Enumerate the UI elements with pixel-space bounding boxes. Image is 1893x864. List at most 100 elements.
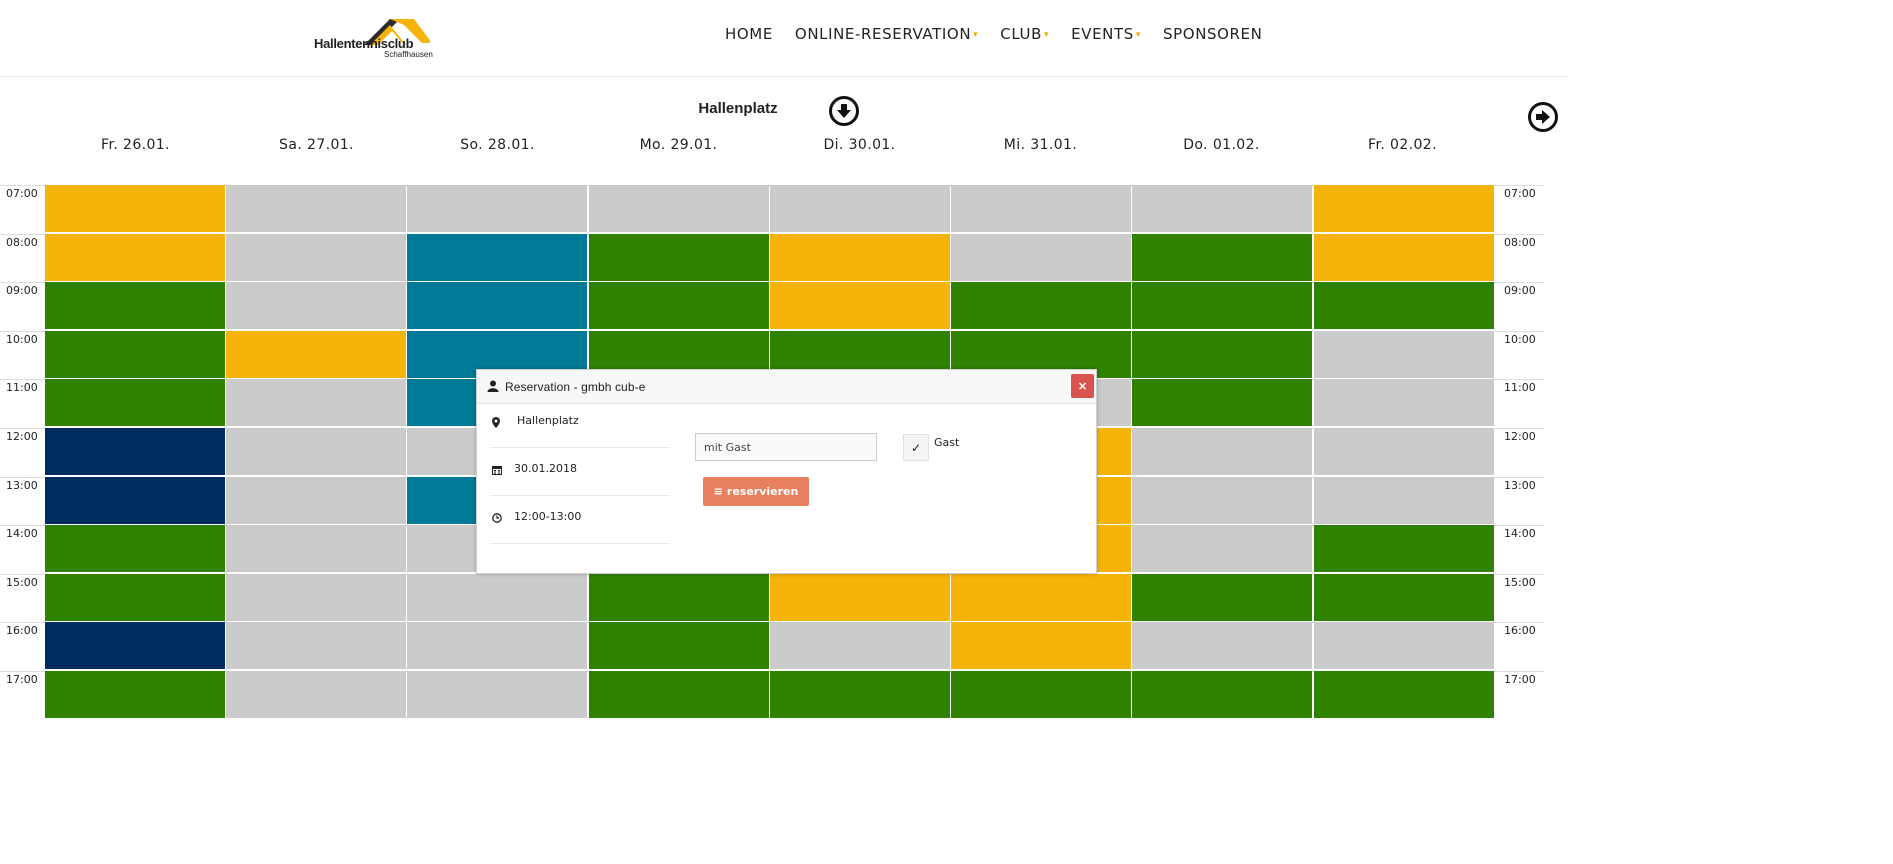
booked-slot[interactable]	[1132, 330, 1312, 378]
close-button[interactable]: ×	[1071, 374, 1094, 398]
booked-slot[interactable]	[1314, 573, 1494, 621]
day-header: Fr. 26.01.	[101, 137, 170, 153]
free-slot[interactable]	[226, 379, 406, 427]
booked-slot[interactable]	[1314, 185, 1494, 232]
free-slot[interactable]	[1314, 476, 1494, 524]
free-slot[interactable]	[770, 185, 950, 232]
booked-slot[interactable]	[589, 622, 769, 670]
time-value: 12:00-13:00	[514, 510, 582, 523]
free-slot[interactable]	[407, 622, 587, 670]
booked-slot[interactable]	[951, 573, 1131, 621]
booked-slot[interactable]	[407, 233, 587, 281]
club-logo[interactable]: Hallentennisclub Schaffhausen	[312, 14, 442, 60]
guest-input[interactable]	[695, 433, 877, 461]
free-slot[interactable]	[1132, 525, 1312, 573]
booked-slot[interactable]	[407, 282, 587, 330]
free-slot[interactable]	[226, 671, 406, 718]
reserve-button[interactable]: ≡ reservieren	[703, 477, 809, 506]
booked-slot[interactable]	[45, 671, 225, 718]
free-slot[interactable]	[951, 185, 1131, 232]
arrow-down-circle-icon[interactable]	[829, 96, 859, 126]
nav-club[interactable]: CLUB ▾	[1000, 25, 1050, 43]
free-slot[interactable]	[226, 233, 406, 281]
free-slot[interactable]	[226, 282, 406, 330]
free-slot[interactable]	[1314, 330, 1494, 378]
booked-slot[interactable]	[45, 573, 225, 621]
free-slot[interactable]	[770, 622, 950, 670]
time-label-right: 10:00	[1504, 332, 1536, 346]
free-slot[interactable]	[1132, 428, 1312, 475]
time-row: 16:00 16:00	[0, 622, 1568, 671]
booked-slot[interactable]	[589, 233, 769, 281]
free-slot[interactable]	[226, 573, 406, 621]
booked-slot[interactable]	[1132, 379, 1312, 427]
booked-slot[interactable]	[45, 379, 225, 427]
reservation-modal: Reservation - gmbh cub-e × Hallenplatz 3…	[476, 369, 1097, 574]
booked-slot[interactable]	[1314, 233, 1494, 281]
booked-slot[interactable]	[770, 671, 950, 718]
booked-slot[interactable]	[1132, 573, 1312, 621]
free-slot[interactable]	[226, 622, 406, 670]
time-label-left: 09:00	[6, 284, 38, 298]
booked-slot[interactable]	[770, 573, 950, 621]
free-slot[interactable]	[226, 525, 406, 573]
time-label-right: 13:00	[1504, 478, 1536, 492]
booked-slot[interactable]	[45, 525, 225, 573]
booked-slot[interactable]	[45, 282, 225, 330]
free-slot[interactable]	[407, 671, 587, 718]
booked-slot[interactable]	[951, 622, 1131, 670]
booked-slot[interactable]	[1314, 671, 1494, 718]
free-slot[interactable]	[1132, 185, 1312, 232]
free-slot[interactable]	[1314, 379, 1494, 427]
free-slot[interactable]	[1314, 428, 1494, 475]
free-slot[interactable]	[951, 233, 1131, 281]
booked-slot[interactable]	[1132, 671, 1312, 718]
free-slot[interactable]	[407, 185, 587, 232]
nav-home[interactable]: HOME	[725, 25, 773, 43]
booked-slot[interactable]	[45, 622, 225, 670]
booked-slot[interactable]	[589, 573, 769, 621]
time-row: 09:00 09:00	[0, 282, 1568, 331]
checkmark-icon: ✓	[910, 441, 922, 455]
booked-slot[interactable]	[45, 476, 225, 524]
time-label-right: 16:00	[1504, 624, 1536, 638]
court-title: Hallenplatz	[698, 100, 778, 117]
time-row: 07:00 07:00	[0, 185, 1568, 234]
booked-slot[interactable]	[45, 428, 225, 475]
booked-slot[interactable]	[45, 233, 225, 281]
brand-city: Schaffhausen	[384, 50, 433, 59]
time-label-left: 10:00	[6, 332, 38, 346]
booked-slot[interactable]	[770, 233, 950, 281]
booked-slot[interactable]	[589, 671, 769, 718]
time-label-right: 08:00	[1504, 235, 1536, 249]
booked-slot[interactable]	[951, 282, 1131, 330]
booked-slot[interactable]	[226, 330, 406, 378]
booked-slot[interactable]	[1132, 233, 1312, 281]
free-slot[interactable]	[1314, 622, 1494, 670]
arrow-right-circle-icon[interactable]	[1528, 102, 1558, 132]
booked-slot[interactable]	[1132, 282, 1312, 330]
booked-slot[interactable]	[1314, 282, 1494, 330]
chevron-down-icon: ▾	[973, 29, 979, 40]
booked-slot[interactable]	[951, 671, 1131, 718]
free-slot[interactable]	[1132, 622, 1312, 670]
booked-slot[interactable]	[589, 282, 769, 330]
guest-checkbox[interactable]: ✓	[903, 434, 929, 461]
time-label-left: 07:00	[6, 187, 38, 200]
nav-online-reservation[interactable]: ONLINE-RESERVATION ▾	[794, 25, 979, 43]
booked-slot[interactable]	[1314, 525, 1494, 573]
free-slot[interactable]	[407, 573, 587, 621]
free-slot[interactable]	[226, 428, 406, 475]
location-row: Hallenplatz	[490, 400, 670, 448]
nav-events[interactable]: EVENTS ▾	[1071, 25, 1142, 43]
booked-slot[interactable]	[45, 185, 225, 232]
guest-checkbox-label: Gast	[934, 436, 960, 449]
free-slot[interactable]	[1132, 476, 1312, 524]
free-slot[interactable]	[226, 476, 406, 524]
booked-slot[interactable]	[45, 330, 225, 378]
day-header: Di. 30.01.	[823, 137, 896, 153]
booked-slot[interactable]	[770, 282, 950, 330]
free-slot[interactable]	[589, 185, 769, 232]
free-slot[interactable]	[226, 185, 406, 232]
nav-sponsoren[interactable]: SPONSOREN	[1163, 25, 1263, 43]
